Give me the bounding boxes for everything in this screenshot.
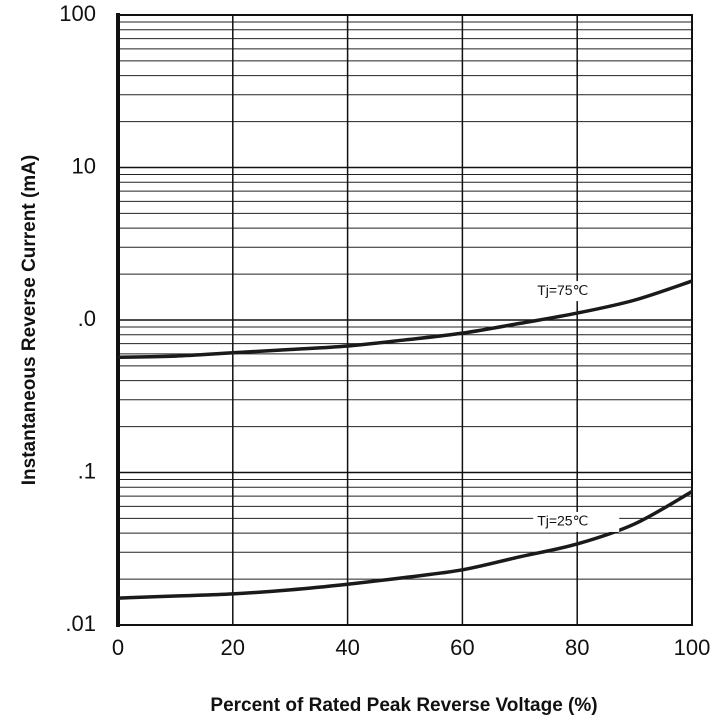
x-tick-label: 60 — [450, 635, 474, 660]
y-tick-label: .0 — [78, 306, 96, 331]
series-label: Tj=75℃ — [537, 282, 588, 298]
series-label-bg — [533, 511, 620, 532]
series-line — [117, 279, 693, 359]
series-label: Tj=25℃ — [537, 513, 588, 529]
y-tick-label: 10 — [72, 153, 96, 178]
series-line — [117, 490, 693, 600]
y-tick-label: .1 — [78, 458, 96, 483]
series-label-bg — [533, 281, 620, 302]
x-axis-label: Percent of Rated Peak Reverse Voltage (%… — [210, 695, 597, 716]
y-tick-label: .01 — [65, 611, 96, 636]
x-tick-label: 40 — [335, 635, 359, 660]
y-axis-label: Instantaneous Reverse Current (mA) — [19, 155, 40, 485]
x-tick-label: 0 — [112, 635, 124, 660]
y-tick-label: 100 — [59, 1, 96, 26]
x-tick-label: 100 — [674, 635, 710, 660]
x-tick-label: 80 — [565, 635, 589, 660]
x-tick-label: 20 — [221, 635, 245, 660]
